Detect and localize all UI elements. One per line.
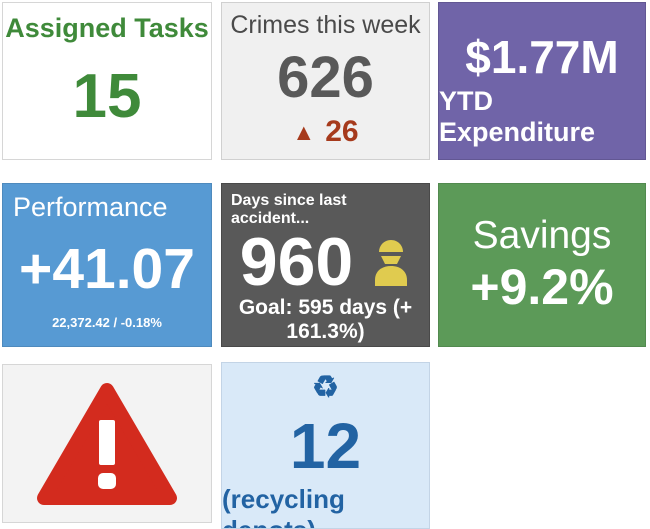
accident-value: 960: [239, 224, 354, 300]
performance-value: +41.07: [19, 237, 195, 301]
worker-icon: [371, 237, 411, 287]
card-crimes-this-week: Crimes this week 626 ▲ 26: [221, 2, 430, 160]
card-assigned-tasks: Assigned Tasks 15: [2, 2, 212, 160]
recycling-value: 12: [289, 410, 362, 482]
assigned-tasks-title: Assigned Tasks: [5, 13, 209, 43]
card-savings: Savings +9.2%: [438, 183, 646, 347]
savings-value: +9.2%: [470, 258, 614, 315]
expenditure-value: $1.77M: [465, 30, 619, 83]
card-alert: [2, 364, 212, 523]
crimes-delta: ▲ 26: [292, 115, 358, 149]
crimes-title: Crimes this week: [230, 11, 421, 39]
crimes-value: 626: [277, 45, 374, 110]
card-recycling-depots: ♻ 12 (recycling depots): [221, 362, 430, 529]
expenditure-label: YTD Expenditure: [439, 86, 596, 148]
recycle-icon: ♻: [312, 371, 339, 404]
card-ytd-expenditure: $1.77M YTD Expenditure: [438, 2, 646, 160]
performance-detail: 22,372.42 / -0.18%: [52, 315, 162, 330]
warning-triangle-icon: [35, 380, 179, 508]
performance-title: Performance: [13, 192, 168, 222]
card-days-since-accident: Days since last accident... 960 Goal: 59…: [221, 183, 430, 347]
accident-title: Days since last accident...: [231, 192, 347, 227]
accident-goal: Goal: 595 days (+ 161.3%): [238, 296, 413, 343]
crimes-delta-value: 26: [325, 115, 359, 148]
savings-title: Savings: [472, 213, 612, 257]
accident-value-row: 960: [222, 228, 429, 296]
assigned-tasks-value: 15: [72, 62, 142, 131]
card-performance: Performance +41.07 22,372.42 / -0.18%: [2, 183, 212, 347]
recycling-label: (recycling depots): [222, 484, 345, 528]
up-triangle-icon: ▲: [292, 118, 316, 145]
